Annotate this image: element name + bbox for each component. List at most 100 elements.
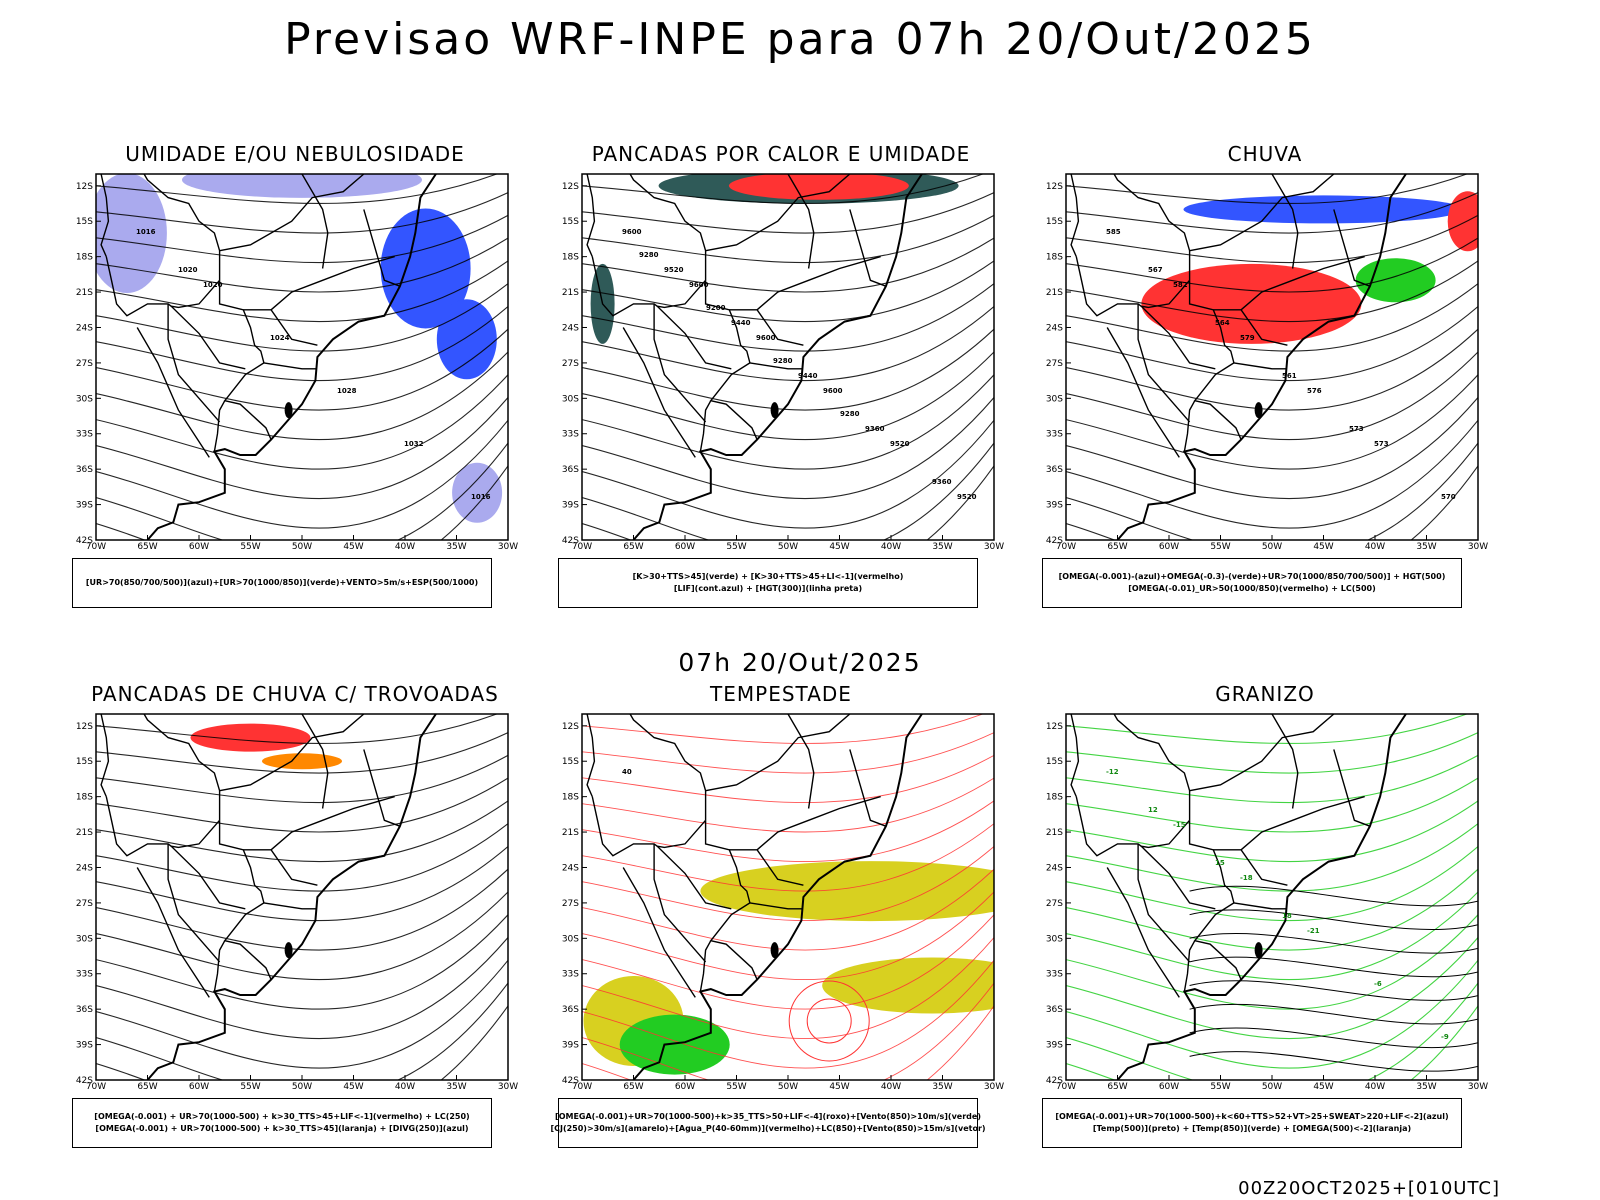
lon-label: 65W: [623, 1082, 643, 1092]
border-line: [756, 795, 881, 851]
contour-label: 573: [1349, 425, 1364, 433]
contour-line: [96, 306, 508, 382]
lat-label: 36S: [1046, 465, 1063, 475]
border-line: [136, 327, 210, 458]
border-line: [101, 174, 221, 281]
row-date-label: 07h 20/Out/2025: [678, 648, 922, 677]
map-plot: 1016 1020 1024 1028 1032 1016 1020 12S 15S 18S 21S…: [76, 173, 518, 552]
lat-label: 12S: [76, 182, 93, 192]
storm-area-red: [190, 723, 311, 752]
border-line: [1137, 843, 1191, 963]
lat-label: 30S: [562, 394, 579, 404]
contour-label: 585: [1106, 228, 1121, 236]
border-line: [622, 327, 696, 458]
contour-line: [1066, 846, 1478, 922]
lon-label: 35W: [446, 1082, 466, 1092]
border-line: [1189, 174, 1335, 252]
border-line: [219, 714, 365, 792]
contour-line: [1066, 192, 1478, 234]
panel-legend: [OMEGA(-0.001)-(azul)+OMEGA(-0.3)-(verde…: [1042, 558, 1462, 608]
border-line: [223, 902, 272, 980]
temp-contour: [1189, 885, 1478, 907]
lon-label: 40W: [395, 1082, 415, 1092]
contour-line: [582, 914, 994, 1010]
contour-label: 9520: [890, 440, 910, 448]
border-line: [729, 309, 804, 346]
legend-line: [OMEGA(-0.001)+UR>70(1000-500)+k<60+TTS>…: [1055, 1112, 1449, 1121]
rain-area-green: [1355, 258, 1436, 303]
border-line: [243, 309, 318, 346]
lat-label: 18S: [562, 253, 579, 263]
contour-line: [96, 714, 499, 745]
border-line: [587, 174, 707, 281]
contour-line: [96, 237, 508, 293]
border-line: [586, 714, 596, 797]
lat-label: 36S: [76, 465, 93, 475]
lon-label: 60W: [189, 542, 209, 552]
legend-line: [K>30+TTS>45](verde) + [K>30+TTS>45+LI<-…: [632, 572, 904, 581]
temp-contour: [1189, 1003, 1478, 1025]
border-line: [270, 795, 395, 851]
border-line: [704, 820, 751, 904]
lat-label: 30S: [76, 394, 93, 404]
lat-label: 27S: [562, 359, 579, 369]
contour-label: 1020: [178, 266, 198, 274]
border-line: [1071, 714, 1191, 821]
panel-legend: [OMEGA(-0.001) + UR>70(1000-500) + k>30_…: [72, 1098, 492, 1148]
lon-label: 45W: [343, 542, 363, 552]
contour-line: [1066, 777, 1478, 833]
lon-label: 35W: [932, 542, 952, 552]
contour-line: [582, 465, 994, 540]
lat-label: 39S: [562, 501, 579, 511]
lon-label: 35W: [1416, 1082, 1436, 1092]
contour-line: [582, 192, 994, 234]
contour-label: 1016: [136, 228, 156, 236]
lat-label: 36S: [562, 1005, 579, 1015]
lon-label: 30W: [1468, 1082, 1488, 1092]
contour-line: [582, 732, 994, 774]
contour-line: [1066, 374, 1478, 470]
border-line: [363, 209, 401, 287]
border-line: [655, 279, 732, 370]
legend-line: [Temp(500)](preto) + [Temp(850)](verde) …: [1092, 1124, 1412, 1133]
contour-line: [582, 800, 994, 862]
contour-line: [96, 777, 508, 833]
border-line: [749, 902, 803, 910]
border-line: [1139, 819, 1216, 910]
rain-area-red: [1447, 191, 1478, 252]
border-line: [1233, 902, 1287, 910]
lagoon: [284, 942, 293, 959]
lat-label: 36S: [76, 1005, 93, 1015]
contour-label: 9280: [840, 410, 860, 418]
lon-label: 35W: [1416, 542, 1436, 552]
contour-label: 582: [1173, 281, 1188, 289]
contour-line: [1066, 283, 1478, 352]
border-line: [136, 867, 210, 998]
lat-label: 15S: [1046, 757, 1063, 767]
lon-label: 55W: [1210, 1082, 1230, 1092]
contour-line: [1066, 914, 1478, 1010]
border-line: [105, 796, 172, 857]
panel-pancadas-trovoadas: PANCADAS DE CHUVA C/ TROVOADAS 12S 15S 18S 2…: [70, 682, 550, 1166]
contour-line: [1066, 214, 1478, 264]
contour-line: [1066, 891, 1478, 981]
contour-line: [96, 214, 508, 264]
border-line: [218, 820, 265, 904]
contour-line: [96, 914, 508, 1010]
contour-label: 9200: [706, 304, 726, 312]
rain-area-red: [1141, 263, 1362, 344]
lat-label: 39S: [76, 1041, 93, 1051]
lat-label: 15S: [562, 217, 579, 227]
contour-line: [1066, 714, 1469, 745]
border-line: [169, 279, 246, 370]
border-line: [653, 303, 707, 423]
panel-title: GRANIZO: [1215, 682, 1315, 706]
border-line: [1188, 280, 1235, 364]
panel-legend: [OMEGA(-0.001)+UR>70(1000-500)+k<60+TTS>…: [1042, 1098, 1462, 1148]
lon-label: 50W: [1262, 542, 1282, 552]
border-line: [1333, 209, 1371, 287]
border-line: [218, 280, 265, 364]
temp-contour: [1189, 956, 1478, 978]
lon-label: 70W: [86, 1082, 106, 1092]
